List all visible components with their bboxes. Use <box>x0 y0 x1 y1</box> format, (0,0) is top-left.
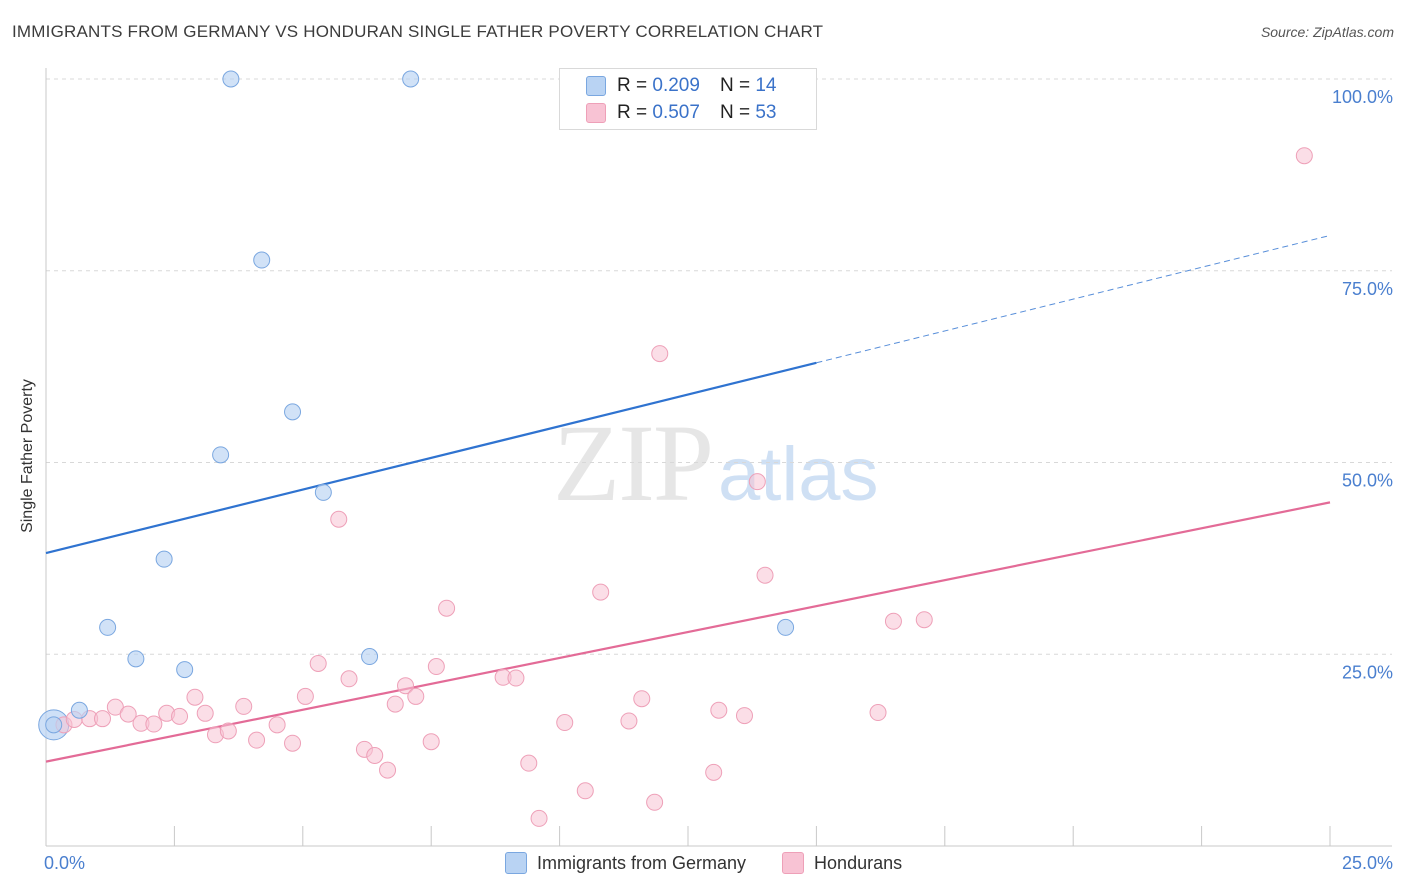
data-point-hondurans <box>756 566 774 584</box>
data-point-hondurans <box>196 704 214 722</box>
legend-n-value: 14 <box>755 75 777 96</box>
trendline-germany <box>45 361 817 555</box>
data-point-germany <box>70 701 88 719</box>
trendlines <box>45 234 1331 763</box>
data-point-hondurans <box>397 677 415 695</box>
legend-n-label: N = <box>719 75 751 96</box>
data-point-hondurans <box>1295 147 1313 165</box>
data-point-germany <box>777 618 795 636</box>
data-point-germany <box>222 70 240 88</box>
data-point-germany <box>402 70 420 88</box>
legend-r-value: 0.507 <box>652 102 700 123</box>
data-point-hondurans <box>330 510 348 528</box>
axes <box>45 68 1392 847</box>
data-point-hondurans <box>438 599 456 617</box>
data-point-hondurans <box>633 690 651 708</box>
data-point-hondurans <box>407 687 425 705</box>
data-point-germany <box>361 648 379 666</box>
data-point-germany <box>284 403 302 421</box>
data-point-hondurans <box>284 734 302 752</box>
data-point-hondurans <box>710 701 728 719</box>
y-tick-label: 75.0% <box>1342 279 1393 299</box>
legend-row-hondurans: R = 0.507 N = 53 <box>586 101 776 125</box>
data-point-hondurans <box>427 658 445 676</box>
x-tick-label: 0.0% <box>44 853 85 873</box>
series-swatch-hondurans <box>782 852 805 874</box>
data-point-hondurans <box>248 731 266 749</box>
watermark-atlas: atlas <box>718 432 879 517</box>
x-tick-label: 25.0% <box>1342 853 1393 873</box>
series-legend-germany: Immigrants from Germany <box>505 852 746 874</box>
series-label-hondurans: Hondurans <box>814 852 903 873</box>
data-point-hondurans <box>145 715 163 733</box>
legend-r-label: R = <box>617 102 648 123</box>
data-point-hondurans <box>171 707 189 725</box>
data-point-hondurans <box>235 697 253 715</box>
data-point-germany <box>314 483 332 501</box>
legend-row-germany: R = 0.209 N = 14 <box>586 74 776 98</box>
data-point-germany <box>155 550 173 568</box>
legend-n-label: N = <box>719 102 751 123</box>
y-tick-label: 50.0% <box>1342 471 1393 491</box>
data-point-hondurans <box>386 695 404 713</box>
trendline-germany-extrapolated <box>816 234 1331 364</box>
data-point-hondurans <box>576 782 594 800</box>
legend-n-value: 53 <box>755 102 777 123</box>
data-point-hondurans <box>646 793 664 811</box>
data-point-hondurans <box>884 612 902 630</box>
data-point-hondurans <box>366 746 384 764</box>
series-label-germany: Immigrants from Germany <box>537 852 747 873</box>
data-point-germany <box>253 251 271 269</box>
data-point-hondurans <box>93 710 111 728</box>
gridlines <box>46 78 1392 655</box>
correlation-legend: R = 0.209 N = 14 R = 0.507 N = 53 <box>559 68 817 130</box>
data-points <box>38 70 1313 827</box>
series-swatch-germany <box>505 852 527 874</box>
data-point-germany <box>176 661 194 679</box>
data-point-germany <box>212 446 230 464</box>
data-point-hondurans <box>507 669 525 687</box>
data-point-germany <box>127 650 145 668</box>
legend-r-value: 0.209 <box>652 75 700 96</box>
trendline-hondurans <box>45 501 1331 763</box>
watermark: ZIPatlas <box>553 400 879 527</box>
data-point-hondurans <box>340 670 358 688</box>
data-point-hondurans <box>379 761 397 779</box>
data-point-hondurans <box>119 705 137 723</box>
legend-swatch-germany <box>586 76 606 96</box>
data-point-hondurans <box>556 714 574 732</box>
data-point-hondurans <box>422 733 440 751</box>
data-point-hondurans <box>530 809 548 827</box>
data-point-hondurans <box>268 716 286 734</box>
data-point-hondurans <box>592 583 610 601</box>
legend-swatch-hondurans <box>586 103 606 123</box>
data-point-germany <box>45 716 63 734</box>
data-point-hondurans <box>620 712 638 730</box>
y-tick-label: 25.0% <box>1342 662 1393 682</box>
data-point-hondurans <box>705 763 723 781</box>
data-point-hondurans <box>186 688 204 706</box>
series-legend: Immigrants from Germany Hondurans <box>505 852 938 874</box>
legend-r-label: R = <box>617 75 648 96</box>
tick-labels: 25.0% 50.0% 75.0% 100.0% 0.0% 25.0% <box>44 87 1393 873</box>
data-point-hondurans <box>869 704 887 722</box>
y-tick-label: 100.0% <box>1332 87 1393 107</box>
data-point-hondurans <box>296 687 314 705</box>
series-legend-hondurans: Hondurans <box>782 852 902 874</box>
data-point-hondurans <box>735 707 753 725</box>
data-point-hondurans <box>748 473 766 491</box>
data-point-hondurans <box>915 611 933 629</box>
source-label: Source: ZipAtlas.com <box>1260 24 1394 40</box>
data-point-hondurans <box>520 754 538 772</box>
data-point-hondurans <box>219 722 237 740</box>
data-point-hondurans <box>651 345 669 363</box>
data-point-germany <box>99 618 117 636</box>
chart-title: IMMIGRANTS FROM GERMANY VS HONDURAN SING… <box>12 22 824 41</box>
data-point-hondurans <box>309 654 327 672</box>
